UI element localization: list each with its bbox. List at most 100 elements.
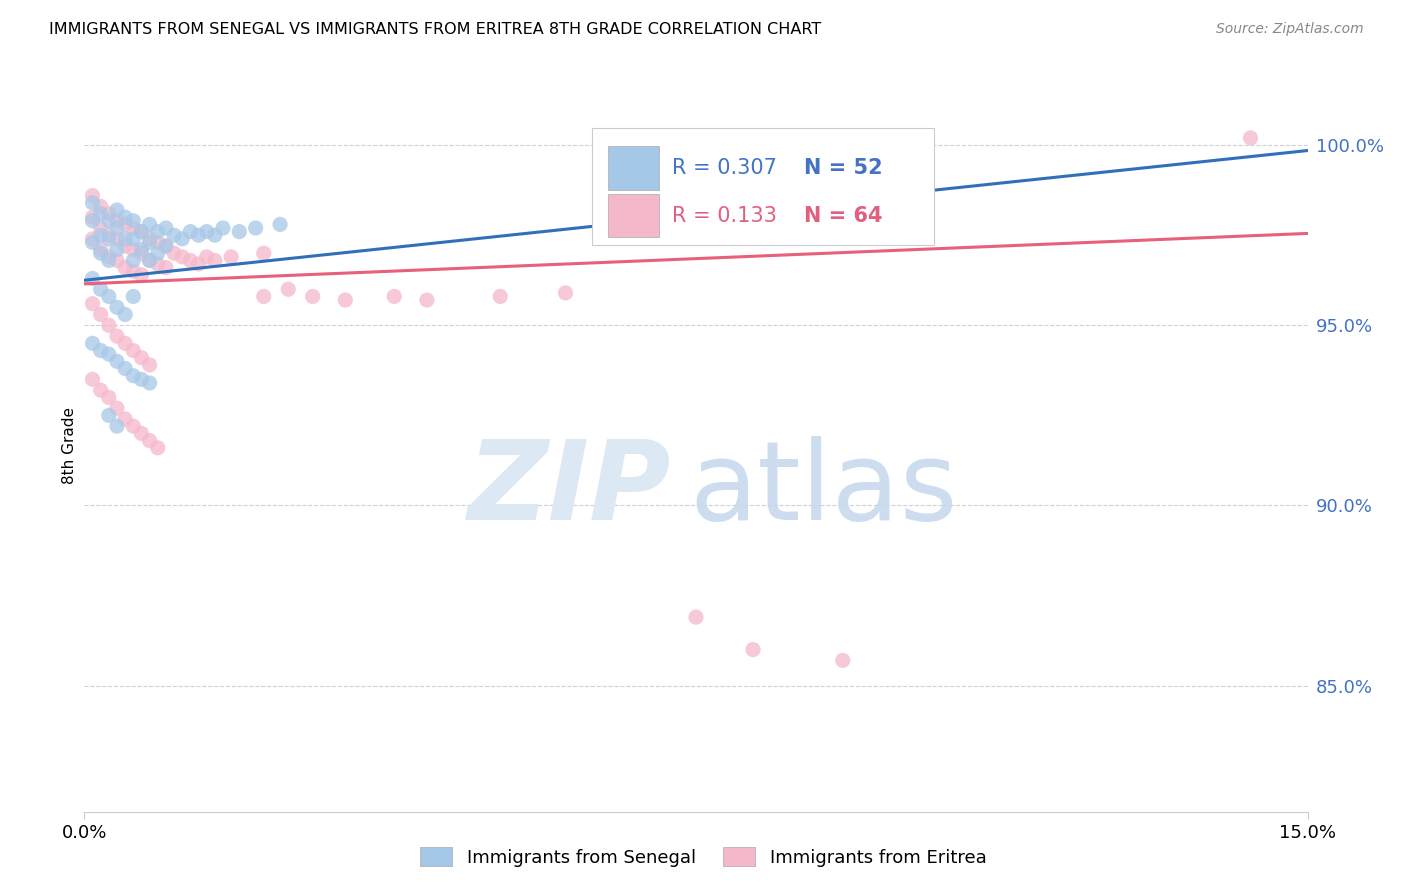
Point <box>155 239 177 253</box>
Point <box>90 199 112 213</box>
Point <box>105 232 128 246</box>
Point <box>131 243 153 257</box>
Point <box>105 253 128 268</box>
Text: R = 0.133: R = 0.133 <box>672 205 776 226</box>
Point <box>105 329 128 343</box>
Point <box>277 282 299 296</box>
Point <box>105 354 128 368</box>
Point <box>335 293 357 307</box>
Point <box>122 343 145 358</box>
Text: ZIP: ZIP <box>468 436 672 543</box>
Point <box>131 225 153 239</box>
Point <box>105 202 128 217</box>
Point <box>382 289 405 303</box>
Point <box>114 308 136 322</box>
Point <box>82 210 104 224</box>
Point <box>179 225 201 239</box>
Point <box>97 409 120 423</box>
Point <box>155 260 177 275</box>
Point <box>253 289 276 303</box>
Text: N = 52: N = 52 <box>804 158 882 178</box>
Point <box>90 228 112 243</box>
Point <box>146 246 169 260</box>
Point <box>163 246 186 260</box>
Point <box>489 289 512 303</box>
Point <box>122 253 145 268</box>
Point <box>155 239 177 253</box>
Point <box>554 285 576 300</box>
Point <box>122 232 145 246</box>
Point <box>82 188 104 202</box>
Point <box>416 293 439 307</box>
Point <box>138 253 160 268</box>
Point <box>82 232 104 246</box>
Point <box>122 264 145 278</box>
Text: Source: ZipAtlas.com: Source: ZipAtlas.com <box>1216 22 1364 37</box>
Point <box>82 271 104 285</box>
Point <box>97 228 120 243</box>
Point <box>114 210 136 224</box>
Point <box>131 372 153 386</box>
Point <box>105 214 128 228</box>
Point <box>685 610 707 624</box>
Point <box>138 232 160 246</box>
Point <box>269 218 291 232</box>
Point <box>82 372 104 386</box>
Point <box>82 235 104 250</box>
Point <box>97 232 120 246</box>
Point <box>131 351 153 365</box>
Point <box>90 243 112 257</box>
Point <box>82 214 104 228</box>
Point <box>97 347 120 361</box>
Point <box>138 358 160 372</box>
FancyBboxPatch shape <box>592 128 935 244</box>
Point <box>97 289 120 303</box>
Point <box>114 232 136 246</box>
Point <box>253 246 276 260</box>
Point <box>105 221 128 235</box>
Point <box>114 239 136 253</box>
Point <box>146 225 169 239</box>
Point <box>155 221 177 235</box>
Point <box>212 221 235 235</box>
Point <box>90 343 112 358</box>
Point <box>82 195 104 210</box>
Point <box>301 289 323 303</box>
Point <box>204 253 226 268</box>
Point <box>122 243 145 257</box>
Text: atlas: atlas <box>690 436 959 543</box>
Point <box>172 250 194 264</box>
Point <box>105 401 128 416</box>
Point <box>228 225 250 239</box>
Point <box>97 250 120 264</box>
Point <box>742 642 765 657</box>
Point <box>138 253 160 268</box>
Point <box>97 214 120 228</box>
Point <box>131 225 153 239</box>
Text: R = 0.307: R = 0.307 <box>672 158 776 178</box>
Point <box>122 289 145 303</box>
Point <box>131 426 153 441</box>
Point <box>146 235 169 250</box>
Legend: Immigrants from Senegal, Immigrants from Eritrea: Immigrants from Senegal, Immigrants from… <box>412 840 994 874</box>
Point <box>138 376 160 390</box>
Point <box>90 308 112 322</box>
Point <box>105 300 128 314</box>
Point <box>146 441 169 455</box>
Y-axis label: 8th Grade: 8th Grade <box>62 408 77 484</box>
Point <box>105 243 128 257</box>
FancyBboxPatch shape <box>607 194 659 237</box>
Point <box>114 361 136 376</box>
Point <box>97 318 120 333</box>
Point <box>90 206 112 220</box>
Point <box>114 260 136 275</box>
Point <box>82 296 104 310</box>
Point <box>163 228 186 243</box>
Point <box>187 257 209 271</box>
Point <box>97 253 120 268</box>
Point <box>172 232 194 246</box>
Point <box>90 246 112 260</box>
Text: IMMIGRANTS FROM SENEGAL VS IMMIGRANTS FROM ERITREA 8TH GRADE CORRELATION CHART: IMMIGRANTS FROM SENEGAL VS IMMIGRANTS FR… <box>49 22 821 37</box>
Point <box>114 412 136 426</box>
Point <box>82 336 104 351</box>
